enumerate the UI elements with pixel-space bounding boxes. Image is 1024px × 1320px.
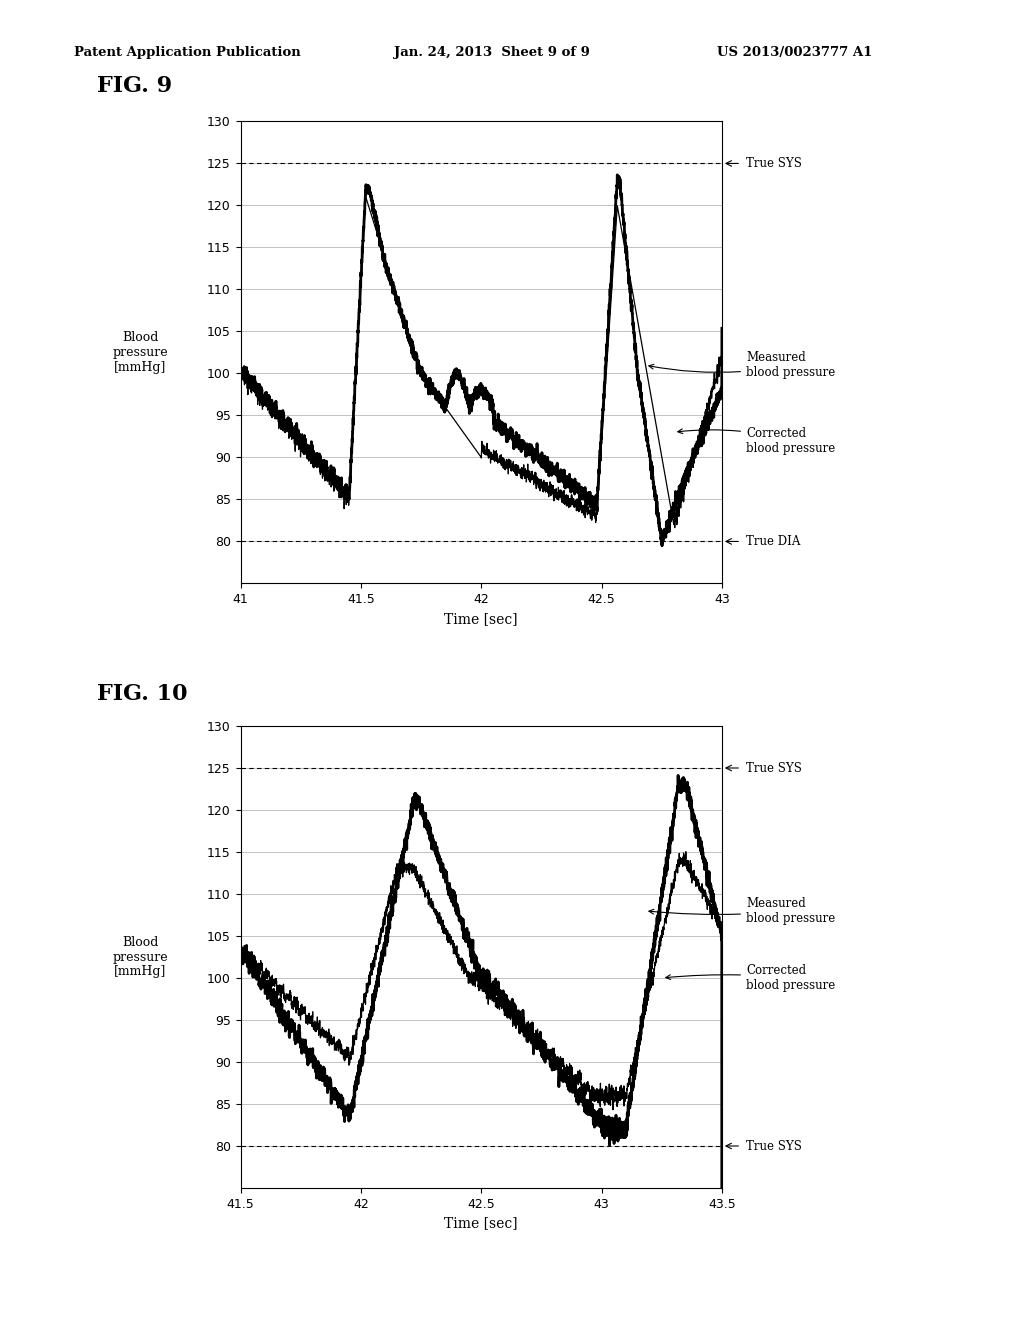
Text: Corrected
blood pressure: Corrected blood pressure <box>678 426 836 454</box>
X-axis label: Time [sec]: Time [sec] <box>444 611 518 626</box>
Text: True SYS: True SYS <box>746 762 802 775</box>
Y-axis label: Blood
pressure
[mmHg]: Blood pressure [mmHg] <box>113 331 168 374</box>
Text: FIG. 10: FIG. 10 <box>97 682 187 705</box>
Text: Measured
blood pressure: Measured blood pressure <box>649 896 836 925</box>
Text: US 2013/0023777 A1: US 2013/0023777 A1 <box>717 46 872 59</box>
Y-axis label: Blood
pressure
[mmHg]: Blood pressure [mmHg] <box>113 936 168 978</box>
Text: True SYS: True SYS <box>745 157 802 170</box>
Text: True SYS: True SYS <box>746 1139 802 1152</box>
X-axis label: Time [sec]: Time [sec] <box>444 1216 518 1230</box>
Text: Measured
blood pressure: Measured blood pressure <box>649 351 836 379</box>
Text: True DIA: True DIA <box>745 535 801 548</box>
Text: Corrected
blood pressure: Corrected blood pressure <box>666 964 836 993</box>
Text: Jan. 24, 2013  Sheet 9 of 9: Jan. 24, 2013 Sheet 9 of 9 <box>394 46 590 59</box>
Text: Patent Application Publication: Patent Application Publication <box>74 46 300 59</box>
Text: FIG. 9: FIG. 9 <box>97 75 172 98</box>
